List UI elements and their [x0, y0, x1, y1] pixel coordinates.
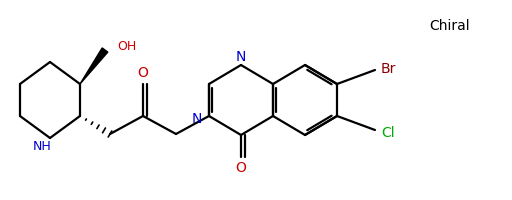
- Text: Chiral: Chiral: [430, 19, 471, 33]
- Text: Cl: Cl: [381, 125, 395, 139]
- Polygon shape: [80, 49, 108, 85]
- Text: NH: NH: [33, 140, 51, 153]
- Text: O: O: [138, 66, 148, 80]
- Text: N: N: [236, 50, 246, 64]
- Text: Br: Br: [381, 62, 396, 76]
- Text: OH: OH: [117, 39, 136, 52]
- Text: O: O: [236, 160, 246, 174]
- Text: N: N: [191, 111, 202, 125]
